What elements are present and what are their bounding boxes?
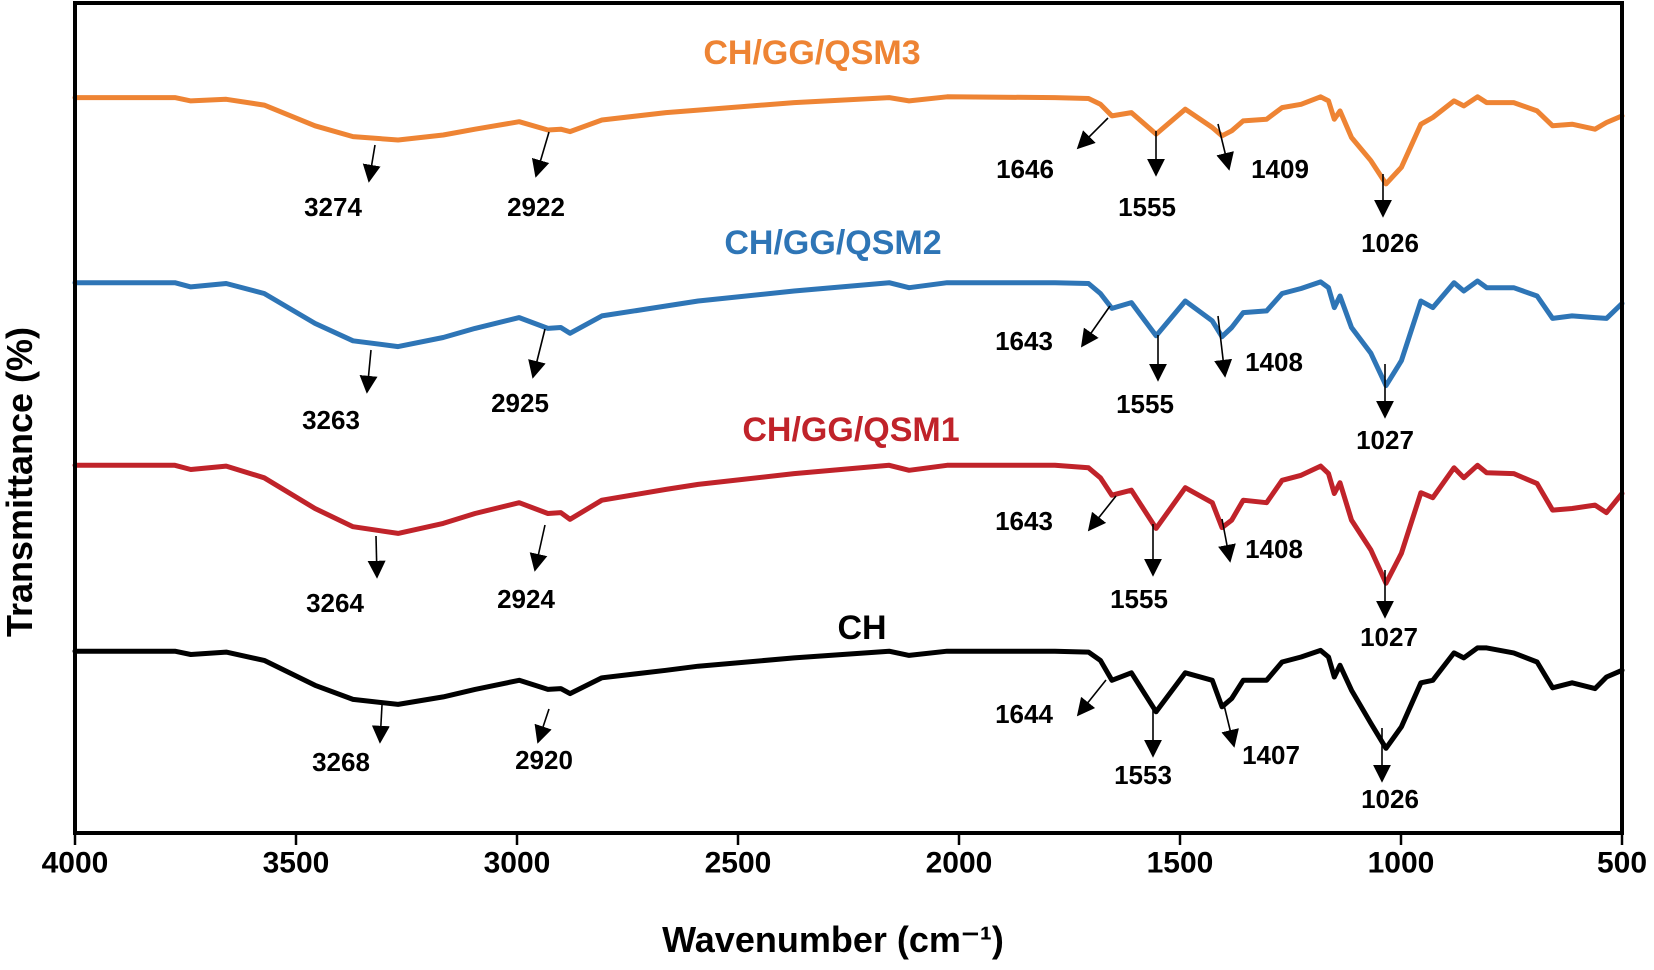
x-tick-label: 4000: [42, 847, 109, 880]
peak-arrow: [1216, 123, 1234, 171]
x-tick-label: 2500: [705, 847, 772, 880]
series-label: CH/GG/QSM1: [742, 411, 959, 449]
peak-label: 1407: [1242, 740, 1300, 770]
peak-label: 1555: [1118, 192, 1176, 222]
peak-label: 1408: [1245, 347, 1303, 377]
peak-arrow: [1076, 679, 1107, 717]
x-tick-label: 500: [1597, 847, 1647, 880]
peak-label: 2920: [515, 745, 573, 775]
peak-label: 1409: [1251, 154, 1309, 184]
series-label: CH: [837, 609, 886, 647]
peak-arrow: [1087, 495, 1117, 532]
peak-label: 3263: [302, 405, 360, 435]
peak-label: 1026: [1361, 784, 1419, 814]
peak-label: 1553: [1114, 760, 1172, 790]
series-line-2: [72, 278, 1625, 389]
x-tick-label: 1000: [1368, 847, 1435, 880]
peak-arrow: [1214, 315, 1233, 378]
peak-arrow: [362, 144, 381, 183]
peak-arrow: [359, 349, 378, 394]
peak-label: 1643: [995, 326, 1053, 356]
peak-label: 1027: [1360, 622, 1418, 652]
x-axis-title: Wavenumber (cm⁻¹): [662, 919, 1004, 960]
peak-label: 1026: [1361, 228, 1419, 258]
series-line-1: [72, 94, 1625, 187]
x-axis: 4000 3500 3000 2500 2000 1500 1000 500: [42, 833, 1647, 880]
x-tick-label: 3000: [484, 847, 551, 880]
peak-label: 2924: [497, 584, 555, 614]
peak-label: 1555: [1110, 584, 1168, 614]
peak-label: 1027: [1356, 425, 1414, 455]
peak-arrow: [1221, 704, 1239, 748]
series-line-4: [72, 645, 1625, 751]
peak-arrow: [528, 328, 546, 379]
peak-label: 1555: [1116, 389, 1174, 419]
y-axis-title: Transmittance (%): [0, 327, 40, 637]
peak-arrow: [367, 535, 386, 579]
peak-arrow: [1218, 518, 1236, 563]
peak-arrow: [1080, 305, 1111, 348]
plot-frame: [73, 1, 1624, 835]
peak-arrow: [531, 131, 550, 178]
peak-label: 2922: [507, 192, 565, 222]
peak-label: 1643: [995, 506, 1053, 536]
peak-label: 1644: [995, 699, 1053, 729]
series-line-3: [72, 462, 1625, 586]
peak-label: 1408: [1245, 534, 1303, 564]
peak-arrow: [534, 708, 552, 744]
x-tick-label: 3500: [263, 847, 330, 880]
series-label: CH/GG/QSM2: [724, 224, 941, 262]
series-layer: CH/GG/QSM3 CH/GG/QSM2 CH/GG/QSM1 CH: [72, 34, 1625, 751]
series-label: CH/GG/QSM3: [703, 34, 920, 72]
x-tick-label: 2000: [926, 847, 993, 880]
peak-label: 2925: [491, 388, 549, 418]
x-tick-label: 1500: [1147, 847, 1214, 880]
peak-label: 3264: [306, 588, 364, 618]
peak-label: 3274: [304, 192, 362, 222]
peak-annotations: 3274 2922 1646 1555 1409 1026 3263 2925 1643 1555…: [302, 117, 1419, 814]
peak-arrow: [529, 524, 548, 572]
peak-arrow: [371, 704, 390, 744]
peak-label: 3268: [312, 747, 370, 777]
peak-arrow: [1076, 117, 1109, 150]
peak-label: 1646: [996, 154, 1054, 184]
